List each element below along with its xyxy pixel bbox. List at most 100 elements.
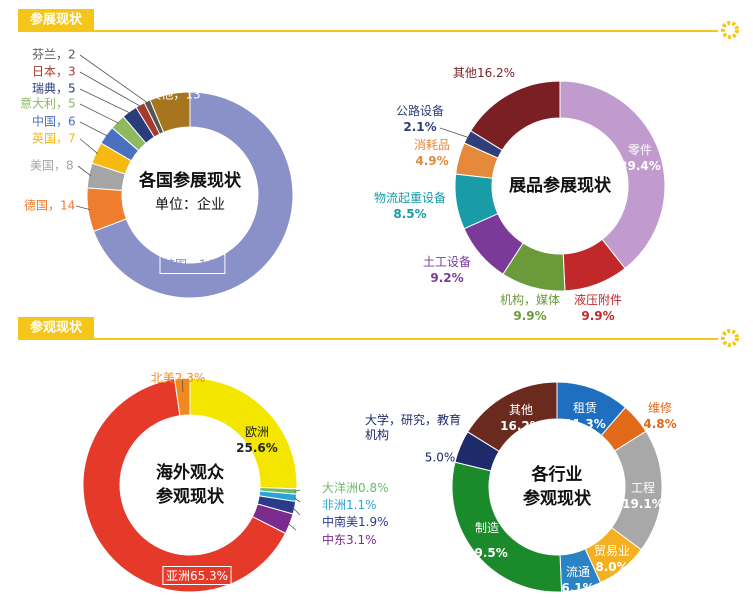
value-label: 8.5%	[393, 207, 426, 221]
value-label: 5.0%	[425, 451, 456, 465]
category-label: 其他	[509, 403, 533, 417]
leader-line	[77, 165, 92, 177]
category-label: 工程	[631, 480, 655, 495]
value-label: 9.2%	[430, 271, 463, 285]
donut-slice	[470, 80, 561, 151]
value-label: 韩国，142	[163, 257, 222, 272]
category-label: 土工设备	[423, 255, 471, 269]
category-label: 亚洲	[166, 569, 190, 583]
chart-title: 参观现状	[156, 486, 225, 507]
leader-line	[75, 205, 91, 211]
value-label: 39.4%	[619, 159, 661, 173]
leader-line	[79, 121, 109, 137]
category-label: 欧洲	[245, 425, 269, 439]
label-box	[162, 566, 232, 585]
category-label: 流通	[566, 565, 590, 579]
donut-slice	[92, 91, 294, 299]
category-label: 消耗品	[414, 138, 450, 152]
value-label: 2.1%	[403, 120, 436, 134]
category-label: 北美	[151, 371, 175, 385]
leader-line	[79, 138, 99, 154]
donut-slice	[82, 378, 287, 593]
slice-label: 工程 19.1%	[622, 480, 664, 511]
gear-icon	[721, 329, 739, 347]
section-title: 参观现状	[30, 320, 83, 336]
slice-label: 欧洲 25.6%	[236, 425, 278, 455]
value-label: 8.0%	[595, 560, 628, 574]
slice-label: 制造 29.5%	[466, 521, 508, 560]
value-label: 日本，3	[32, 65, 76, 79]
value-label: 65.3%	[190, 569, 228, 583]
leader-line	[293, 497, 301, 503]
value-label: 2.3%	[175, 371, 206, 385]
slice-label: 物流起重设备 8.5%	[374, 191, 446, 221]
slice-label: 亚洲65.3%	[166, 569, 228, 583]
value-label: 19.1%	[622, 497, 664, 511]
value-label: 6.1%	[561, 581, 594, 595]
donut-slice	[149, 91, 191, 133]
donut-slice	[174, 377, 191, 417]
category-label: 贸易业	[594, 544, 630, 558]
value-label: 1.1%	[346, 498, 377, 512]
leader-line	[79, 54, 149, 104]
value-label: 其他，13	[149, 88, 200, 102]
leader-line	[294, 489, 301, 492]
leader-line	[287, 522, 297, 531]
slice-label: 维修 4.8%	[643, 400, 676, 431]
section-tag	[18, 317, 94, 339]
value-label: 中国，6	[32, 114, 76, 129]
chart-title: 各行业	[531, 464, 583, 485]
value-label: 0.8%	[358, 481, 389, 495]
slice-label: 中东3.1%	[322, 532, 377, 547]
slice-label: 零件 39.4%	[619, 143, 661, 173]
slice-label: 大洋洲0.8%	[322, 480, 389, 495]
slice-label: 流通 6.1%	[561, 565, 594, 595]
section-header: 参展现状	[18, 9, 739, 39]
leader-line	[292, 507, 301, 516]
category-label: 其他	[453, 66, 477, 80]
slice-label: 北美2.3%	[151, 371, 206, 385]
slice-label: 其他 16.2%	[500, 403, 542, 433]
slice-label: 贸易业 8.0%	[594, 544, 630, 574]
category-label: 非洲	[322, 498, 346, 512]
value-label: 11.3%	[564, 417, 606, 431]
value-label: 英国，7	[32, 132, 76, 146]
leader-line	[79, 88, 131, 114]
category-label: 公路设备	[396, 103, 444, 118]
value-label: 9.9%	[581, 309, 614, 323]
chart-title: 海外观众	[156, 462, 225, 483]
value-label: 4.9%	[415, 154, 448, 168]
chart-title: 参观现状	[523, 488, 592, 509]
category-label: 租赁	[573, 401, 597, 415]
value-label: 1.9%	[358, 515, 389, 529]
leader-line	[182, 380, 184, 393]
value-label: 美国，8	[30, 159, 74, 173]
value-label: 29.5%	[466, 546, 508, 560]
slice-label: 其他16.2%	[453, 66, 515, 80]
slice-label: 土工设备 9.2%	[423, 255, 471, 285]
value-label: 25.6%	[236, 441, 278, 455]
category-label: 维修	[648, 400, 672, 415]
category-label: 中南美	[322, 514, 358, 529]
slice-label: 消耗品 4.9%	[414, 138, 450, 168]
donut-slice	[559, 80, 666, 270]
value-label: 3.1%	[346, 533, 377, 547]
category-label: 中东	[322, 532, 346, 547]
section-title: 参展现状	[30, 12, 83, 28]
section-tag	[18, 9, 94, 31]
chart-subtitle: 单位：企业	[155, 196, 225, 213]
category-label: 物流起重设备	[374, 191, 446, 205]
leader-line	[79, 71, 142, 107]
gear-icon	[721, 21, 739, 39]
slice-label: 非洲1.1%	[322, 498, 377, 512]
label-box	[159, 254, 226, 274]
section-header: 参观现状	[18, 317, 739, 347]
category-label: 制造	[475, 521, 499, 535]
leader-line	[439, 127, 470, 139]
value-label: 4.8%	[643, 417, 676, 431]
category-label: 液压附件	[574, 292, 622, 307]
value-label: 瑞典，5	[32, 82, 76, 96]
value-label: 16.2%	[500, 419, 542, 433]
value-label: 芬兰，2	[32, 48, 76, 62]
